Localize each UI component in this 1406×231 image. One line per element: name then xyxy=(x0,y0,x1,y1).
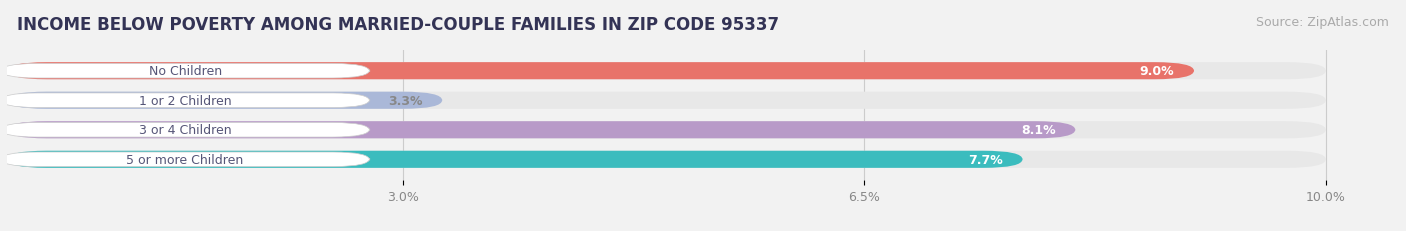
FancyBboxPatch shape xyxy=(7,122,1076,139)
Text: Source: ZipAtlas.com: Source: ZipAtlas.com xyxy=(1256,16,1389,29)
Text: No Children: No Children xyxy=(149,65,222,78)
Text: INCOME BELOW POVERTY AMONG MARRIED-COUPLE FAMILIES IN ZIP CODE 95337: INCOME BELOW POVERTY AMONG MARRIED-COUPL… xyxy=(17,16,779,34)
Text: 7.7%: 7.7% xyxy=(969,153,1002,166)
Text: 8.1%: 8.1% xyxy=(1021,124,1056,137)
Text: 3 or 4 Children: 3 or 4 Children xyxy=(139,124,232,137)
Text: 3.3%: 3.3% xyxy=(388,94,422,107)
FancyBboxPatch shape xyxy=(0,94,370,108)
Text: 9.0%: 9.0% xyxy=(1140,65,1174,78)
FancyBboxPatch shape xyxy=(7,92,443,109)
FancyBboxPatch shape xyxy=(7,151,1326,168)
FancyBboxPatch shape xyxy=(0,123,370,137)
Text: 1 or 2 Children: 1 or 2 Children xyxy=(139,94,232,107)
FancyBboxPatch shape xyxy=(7,63,1326,80)
FancyBboxPatch shape xyxy=(7,92,1326,109)
FancyBboxPatch shape xyxy=(0,64,370,79)
Text: 5 or more Children: 5 or more Children xyxy=(127,153,243,166)
FancyBboxPatch shape xyxy=(7,63,1194,80)
FancyBboxPatch shape xyxy=(7,151,1022,168)
FancyBboxPatch shape xyxy=(7,122,1326,139)
FancyBboxPatch shape xyxy=(0,152,370,167)
